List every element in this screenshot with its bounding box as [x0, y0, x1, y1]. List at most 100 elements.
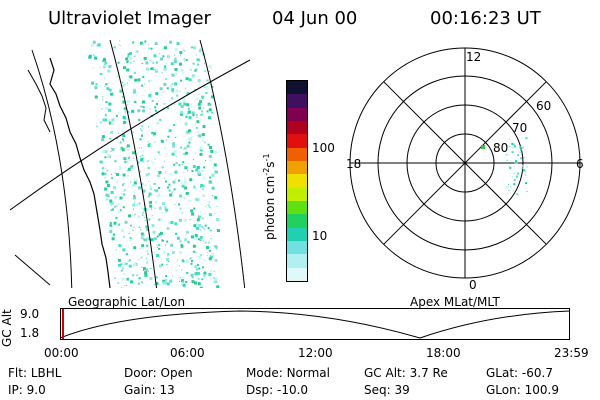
emission-speckle — [142, 211, 145, 214]
colorbar-segment — [287, 107, 307, 121]
emission-speckle — [133, 246, 137, 250]
emission-speckle — [216, 205, 218, 207]
emission-speckle — [140, 129, 143, 132]
emission-speckle — [180, 68, 184, 72]
emission-speckle — [131, 215, 133, 217]
emission-speckle — [179, 62, 182, 66]
emission-speckle — [104, 64, 107, 67]
polar-speckle — [514, 194, 516, 195]
emission-speckle — [184, 166, 188, 170]
emission-speckle — [178, 179, 180, 182]
emission-speckle — [190, 273, 194, 277]
emission-speckle — [109, 222, 112, 225]
emission-speckle — [162, 48, 164, 50]
emission-speckle — [141, 63, 143, 64]
emission-speckle — [183, 101, 185, 103]
altitude-plot-frame — [60, 308, 570, 340]
emission-speckle — [148, 94, 152, 98]
time-tick-0600: 06:00 — [170, 346, 205, 360]
emission-speckle — [119, 44, 121, 46]
emission-speckle — [144, 273, 148, 277]
emission-speckle — [109, 137, 112, 140]
emission-speckle — [124, 262, 126, 264]
polar-speckle — [505, 153, 508, 156]
emission-speckle — [142, 214, 144, 216]
emission-speckle — [166, 87, 169, 90]
emission-speckle — [199, 100, 203, 104]
emission-speckle — [194, 237, 197, 240]
emission-speckle — [147, 196, 149, 198]
emission-speckle — [138, 259, 140, 261]
emission-speckle — [148, 271, 150, 272]
emission-speckle — [128, 277, 129, 279]
emission-speckle — [144, 271, 148, 275]
emission-speckle — [133, 201, 135, 203]
emission-speckle — [99, 85, 101, 87]
emission-speckle — [180, 55, 181, 57]
colorbar-segment — [287, 227, 307, 241]
emission-speckle — [142, 75, 145, 78]
emission-speckle — [168, 183, 171, 186]
emission-speckle — [126, 118, 128, 120]
emission-speckle — [147, 252, 150, 255]
emission-speckle — [132, 151, 136, 155]
emission-speckle — [209, 181, 211, 183]
emission-speckle — [214, 170, 218, 174]
emission-speckle — [137, 78, 141, 82]
emission-speckle — [145, 61, 149, 65]
emission-speckle — [138, 45, 140, 47]
emission-speckle — [171, 82, 174, 85]
emission-speckle — [174, 170, 178, 174]
emission-speckle — [119, 40, 121, 42]
polar-speckle — [513, 183, 516, 186]
polar-speckle — [508, 170, 510, 172]
emission-speckle — [163, 46, 167, 50]
emission-speckle — [171, 88, 175, 92]
emission-speckle — [114, 205, 117, 208]
emission-speckle — [188, 129, 191, 133]
emission-speckle — [196, 116, 198, 118]
emission-speckle — [204, 141, 206, 144]
emission-speckle — [141, 266, 143, 268]
emission-speckle — [108, 65, 112, 69]
emission-speckles — [87, 40, 220, 288]
emission-speckle — [205, 206, 207, 208]
emission-speckle — [167, 135, 170, 138]
emission-speckle — [125, 253, 128, 256]
emission-speckle — [179, 194, 183, 198]
emission-speckle — [167, 255, 169, 257]
emission-speckle — [154, 158, 156, 160]
emission-speckle — [191, 259, 193, 262]
emission-speckle — [172, 145, 176, 148]
emission-speckle — [164, 177, 166, 179]
altitude-plot — [60, 308, 571, 340]
emission-speckle — [122, 248, 126, 252]
emission-speckle — [150, 60, 152, 62]
emission-speckle — [189, 219, 191, 220]
emission-speckle — [142, 62, 144, 64]
polar-speckle — [511, 176, 513, 178]
emission-speckle — [122, 84, 125, 87]
emission-speckle — [104, 177, 106, 179]
emission-speckle — [127, 104, 129, 106]
emission-speckle — [93, 83, 94, 85]
emission-speckle — [134, 101, 137, 103]
emission-speckle — [99, 66, 101, 68]
emission-speckle — [141, 183, 144, 186]
emission-speckle — [121, 95, 124, 98]
emission-speckle — [157, 218, 160, 221]
emission-speckle — [123, 107, 127, 111]
emission-speckle — [101, 172, 105, 176]
emission-speckle — [209, 229, 212, 232]
emission-speckle — [142, 106, 145, 109]
emission-speckle — [190, 235, 194, 239]
emission-speckle — [155, 68, 159, 72]
time-tick-1800: 18:00 — [426, 346, 461, 360]
meridian-line — [199, 40, 246, 288]
emission-speckle — [191, 46, 193, 48]
emission-speckle — [182, 280, 185, 283]
polar-speckle — [523, 157, 525, 159]
polar-speckle — [516, 193, 519, 196]
emission-speckle — [188, 132, 191, 135]
emission-speckle — [179, 192, 181, 194]
